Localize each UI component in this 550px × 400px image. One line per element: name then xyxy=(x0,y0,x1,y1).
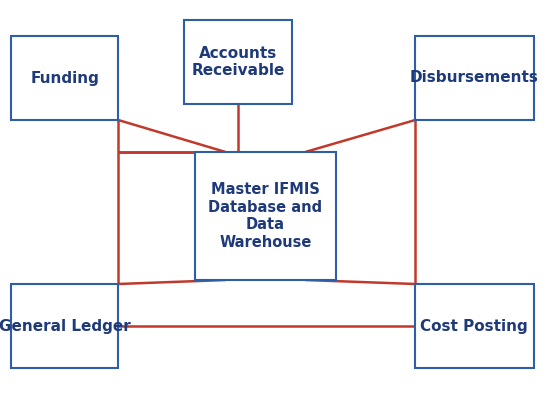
Text: General Ledger: General Ledger xyxy=(0,318,130,334)
Text: Cost Posting: Cost Posting xyxy=(421,318,528,334)
FancyBboxPatch shape xyxy=(195,152,336,280)
FancyBboxPatch shape xyxy=(11,36,118,120)
Text: Accounts
Receivable: Accounts Receivable xyxy=(191,46,284,78)
FancyBboxPatch shape xyxy=(415,284,534,368)
FancyBboxPatch shape xyxy=(11,284,118,368)
FancyBboxPatch shape xyxy=(415,36,534,120)
Text: Master IFMIS
Database and
Data
Warehouse: Master IFMIS Database and Data Warehouse xyxy=(208,182,322,250)
Text: Funding: Funding xyxy=(30,70,99,86)
Text: Disbursements: Disbursements xyxy=(410,70,539,86)
FancyBboxPatch shape xyxy=(184,20,292,104)
